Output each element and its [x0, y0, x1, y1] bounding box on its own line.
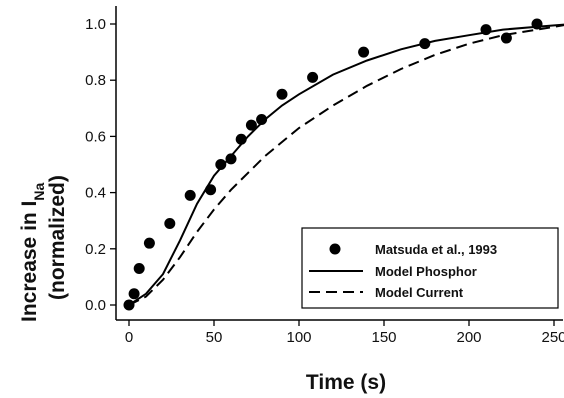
data-point — [419, 38, 430, 49]
y-tick-label-0.4: 0.4 — [85, 185, 106, 202]
data-point — [501, 33, 512, 44]
data-point — [236, 134, 247, 145]
legend-label-current: Model Current — [375, 285, 464, 300]
y-tick-label-0: 0.0 — [85, 297, 106, 314]
data-point — [256, 114, 267, 125]
y-axis-title-sub: Na — [31, 182, 47, 200]
y-tick-label-1: 1.0 — [85, 16, 106, 33]
data-point — [226, 153, 237, 164]
legend-label-matsuda: Matsuda et al., 1993 — [375, 242, 497, 257]
x-tick-label-0: 0 — [125, 329, 133, 346]
data-point — [185, 190, 196, 201]
x-tick-label-150: 150 — [371, 329, 396, 346]
data-point — [481, 24, 492, 35]
x-axis-title: Time (s) — [306, 371, 386, 394]
legend: Matsuda et al., 1993 Model Phosphor Mode… — [302, 228, 558, 308]
legend-marker-matsuda — [330, 244, 341, 255]
y-tick-label-0.6: 0.6 — [85, 128, 106, 145]
y-tick-label-0.2: 0.2 — [85, 241, 106, 258]
data-point — [129, 288, 140, 299]
y-axis-title-line1: Increase in INa — [18, 182, 47, 322]
x-tick-label-50: 50 — [206, 329, 223, 346]
data-point — [358, 47, 369, 58]
data-point — [134, 263, 145, 274]
y-axis-title-main: Increase in I — [18, 201, 41, 322]
data-point — [215, 159, 226, 170]
y-axis-title-line2: (normalized) — [46, 175, 69, 300]
x-tick-label-100: 100 — [286, 329, 311, 346]
data-point — [144, 238, 155, 249]
data-point — [246, 120, 257, 131]
data-point — [164, 218, 175, 229]
data-point — [124, 300, 135, 311]
x-tick-label-200: 200 — [456, 329, 481, 346]
data-point — [277, 89, 288, 100]
y-tick-label-0.8: 0.8 — [85, 72, 106, 89]
legend-label-phosphor: Model Phosphor — [375, 264, 477, 279]
data-point — [532, 19, 543, 30]
data-point — [307, 72, 318, 83]
data-point — [205, 184, 216, 195]
x-tick-label-250: 250 — [541, 329, 564, 346]
